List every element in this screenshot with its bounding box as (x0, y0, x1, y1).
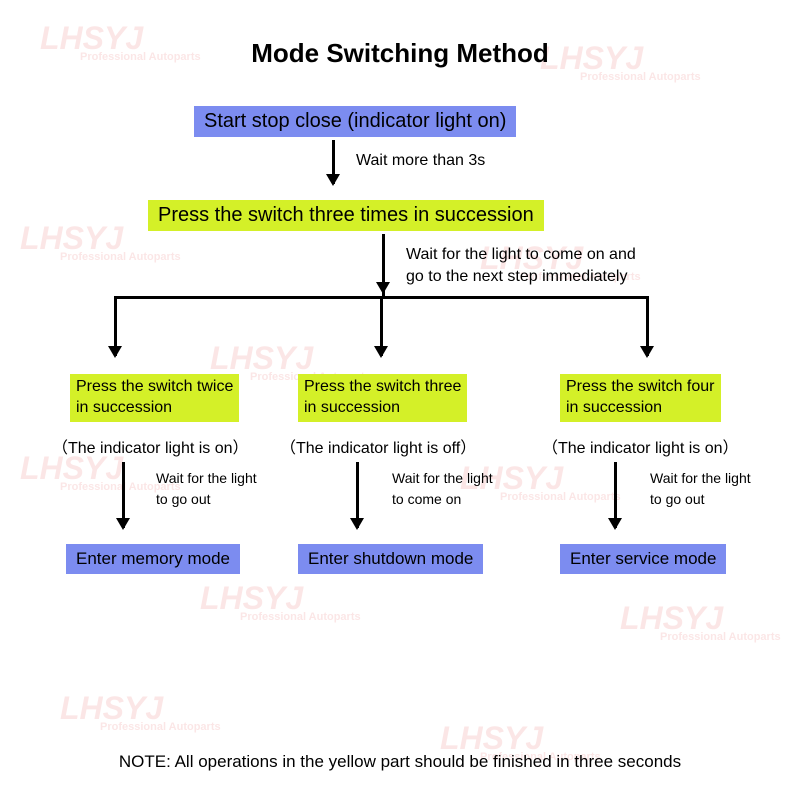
branch1-status: （The indicator light is on） (52, 434, 249, 458)
step1-box: Start stop close (indicator light on) (194, 106, 516, 137)
branch3-wait: Wait for the light to go out (650, 468, 751, 510)
diagram-title: Mode Switching Method (0, 38, 800, 69)
branch-arrow-3 (646, 296, 649, 356)
branch2-action: Press the switch three in succession (298, 374, 467, 422)
branch1-result: Enter memory mode (66, 544, 240, 574)
branch-arrow-1 (114, 296, 117, 356)
branch1-action: Press the switch twice in succession (70, 374, 239, 422)
branch3-action: Press the switch four in succession (560, 374, 721, 422)
watermark: LHSYJProfessional Autoparts (620, 600, 781, 643)
wait1-label: Wait more than 3s (356, 150, 485, 172)
branch2-result: Enter shutdown mode (298, 544, 483, 574)
connector-step2-hline (382, 234, 385, 296)
branch1-arrow (122, 462, 125, 528)
wait2-label: Wait for the light to come on and go to … (406, 244, 636, 287)
step2-box: Press the switch three times in successi… (148, 200, 544, 231)
watermark: LHSYJProfessional Autoparts (200, 580, 361, 623)
branch-arrow-2 (380, 296, 383, 356)
branch2-wait: Wait for the light to come on (392, 468, 493, 510)
arrow-step1-step2 (332, 140, 335, 184)
watermark: LHSYJProfessional Autoparts (60, 690, 221, 733)
branch3-arrow (614, 462, 617, 528)
branch3-status: （The indicator light is on） (542, 434, 739, 458)
branch2-arrow (356, 462, 359, 528)
branch2-status: （The indicator light is off） (280, 434, 476, 458)
footer-note: NOTE: All operations in the yellow part … (0, 752, 800, 772)
branch1-wait: Wait for the light to go out (156, 468, 257, 510)
branch3-result: Enter service mode (560, 544, 726, 574)
